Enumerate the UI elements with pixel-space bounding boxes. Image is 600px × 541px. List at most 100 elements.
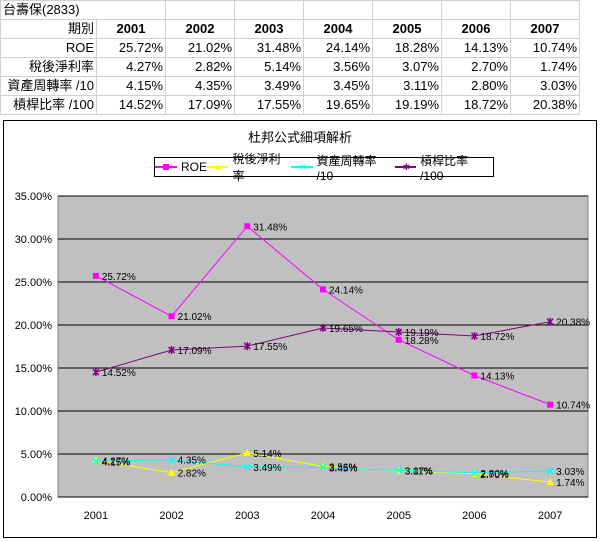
table-cell[interactable]: 24.14% — [303, 38, 373, 58]
legend-item-net-margin: 稅後淨利率 — [207, 150, 291, 184]
data-label: 1.74% — [556, 478, 584, 489]
data-label: 20.38% — [556, 318, 590, 329]
table-row: 槓桿比率 /100 14.52% 17.09% 17.55% 19.65% 19… — [0, 95, 580, 115]
data-point — [395, 336, 402, 343]
table-cell[interactable]: 19.19% — [372, 95, 442, 115]
data-label: 3.45% — [329, 463, 357, 474]
cell[interactable] — [303, 0, 373, 20]
table-cell[interactable]: 17.09% — [165, 95, 235, 115]
table-cell[interactable]: 3.11% — [372, 76, 442, 96]
data-label: 2.70% — [480, 470, 508, 481]
data-point — [168, 456, 176, 464]
row-label[interactable]: 稅後淨利率 — [0, 57, 97, 77]
table-cell[interactable]: 21.02% — [165, 38, 235, 58]
year-header[interactable]: 2005 — [372, 19, 442, 39]
header-row: 期別 2001 2002 2003 2004 2005 2006 2007 — [0, 19, 580, 39]
data-label: 3.49% — [253, 463, 281, 474]
y-tick-label: 25.00% — [15, 277, 53, 289]
data-point — [320, 286, 326, 293]
cell[interactable] — [510, 0, 580, 20]
year-header[interactable]: 2006 — [441, 19, 511, 39]
table-cell[interactable]: 17.55% — [234, 95, 304, 115]
cell[interactable] — [372, 0, 442, 20]
table-cell[interactable]: 31.48% — [234, 38, 304, 58]
chart-legend[interactable]: ROE 稅後淨利率 ✕ 資產周轉率 /10 ✱ 槓桿比率 /100 — [154, 152, 494, 183]
cell[interactable] — [96, 0, 166, 20]
table-cell[interactable]: 19.65% — [303, 95, 373, 115]
chart-object[interactable]: 杜邦公式細項解析 ROE 稅後淨利率 ✕ 資產周轉率 /10 ✱ 槓桿比率 /1… — [3, 120, 597, 538]
chart-title: 杜邦公式細項解析 — [247, 130, 352, 145]
data-label: 4.35% — [178, 456, 206, 467]
table-cell[interactable]: 3.45% — [303, 76, 373, 96]
year-header[interactable]: 2003 — [234, 19, 304, 39]
data-label: 18.72% — [480, 332, 514, 343]
table-cell[interactable]: 3.56% — [303, 57, 373, 77]
data-label: 24.14% — [329, 285, 363, 296]
cell[interactable] — [165, 0, 235, 20]
table-cell[interactable]: 25.72% — [96, 38, 166, 58]
year-header[interactable]: 2002 — [165, 19, 235, 39]
table-cell[interactable]: 14.13% — [441, 38, 511, 58]
legend-label: 資產周轉率 /10 — [316, 153, 377, 183]
legend-label: ROE — [181, 160, 208, 174]
header-label[interactable]: 期別 — [0, 19, 97, 39]
table-cell[interactable]: 2.82% — [165, 57, 235, 77]
row-label[interactable]: ROE — [0, 38, 97, 58]
table-cell[interactable]: 4.27% — [96, 57, 166, 77]
data-point — [92, 272, 99, 279]
table-cell[interactable]: 4.15% — [96, 76, 166, 96]
data-label: 18.28% — [405, 336, 439, 347]
table-cell[interactable]: 3.49% — [234, 76, 304, 96]
data-table: 台壽保(2833) 期別 2001 2002 2003 2004 2005 20… — [0, 0, 580, 115]
data-point — [546, 467, 554, 475]
table-cell[interactable]: 3.07% — [372, 57, 442, 77]
data-point — [244, 223, 251, 230]
table-cell[interactable]: 2.70% — [441, 57, 511, 77]
year-header[interactable]: 2004 — [303, 19, 373, 39]
table-cell[interactable]: 18.72% — [441, 95, 511, 115]
y-tick-label: 35.00% — [15, 191, 53, 203]
year-header[interactable]: 2001 — [96, 19, 166, 39]
y-tick-label: 5.00% — [21, 449, 52, 461]
sheet-title[interactable]: 台壽保(2833) — [0, 0, 97, 20]
row-label[interactable]: 資產周轉率 /10 — [0, 76, 97, 96]
table-row: 資產周轉率 /10 4.15% 4.35% 3.49% 3.45% 3.11% … — [0, 76, 580, 96]
cell[interactable] — [441, 0, 511, 20]
table-cell[interactable]: 20.38% — [510, 95, 580, 115]
data-label: 14.13% — [480, 371, 514, 382]
table-cell[interactable]: 3.03% — [510, 76, 580, 96]
cell[interactable] — [234, 0, 304, 20]
y-tick-label: 20.00% — [15, 320, 53, 332]
data-point — [471, 372, 478, 379]
table-cell[interactable]: 18.28% — [372, 38, 442, 58]
y-tick-label: 15.00% — [15, 363, 53, 375]
y-tick-label: 0.00% — [21, 492, 52, 504]
table-cell[interactable]: 14.52% — [96, 95, 166, 115]
legend-item-roe: ROE — [155, 160, 207, 174]
table-cell[interactable]: 2.80% — [441, 76, 511, 96]
data-point — [168, 313, 175, 320]
data-label: 19.19% — [405, 328, 439, 339]
data-point — [92, 368, 100, 377]
legend-label: 槓桿比率 /100 — [420, 153, 469, 183]
year-header[interactable]: 2007 — [510, 19, 580, 39]
x-tick-label: 2003 — [235, 510, 259, 522]
data-label: 2.82% — [178, 469, 206, 480]
data-point — [243, 463, 251, 471]
legend-swatch-icon — [155, 162, 177, 172]
data-point — [319, 463, 327, 471]
table-row: 稅後淨利率 4.27% 2.82% 5.14% 3.56% 3.07% 2.70… — [0, 57, 580, 77]
legend-swatch-icon: ✕ — [291, 162, 313, 172]
data-label: 17.55% — [253, 342, 287, 353]
table-cell[interactable]: 1.74% — [510, 57, 580, 77]
data-label: 25.72% — [102, 272, 136, 283]
data-label: 21.02% — [178, 312, 212, 323]
row-label[interactable]: 槓桿比率 /100 — [0, 95, 97, 115]
x-tick-label: 2004 — [311, 510, 335, 522]
legend-label: 稅後淨利率 — [232, 152, 281, 183]
table-cell[interactable]: 10.74% — [510, 38, 580, 58]
table-cell[interactable]: 4.35% — [165, 76, 235, 96]
x-tick-label: 2002 — [159, 510, 183, 522]
table-cell[interactable]: 5.14% — [234, 57, 304, 77]
